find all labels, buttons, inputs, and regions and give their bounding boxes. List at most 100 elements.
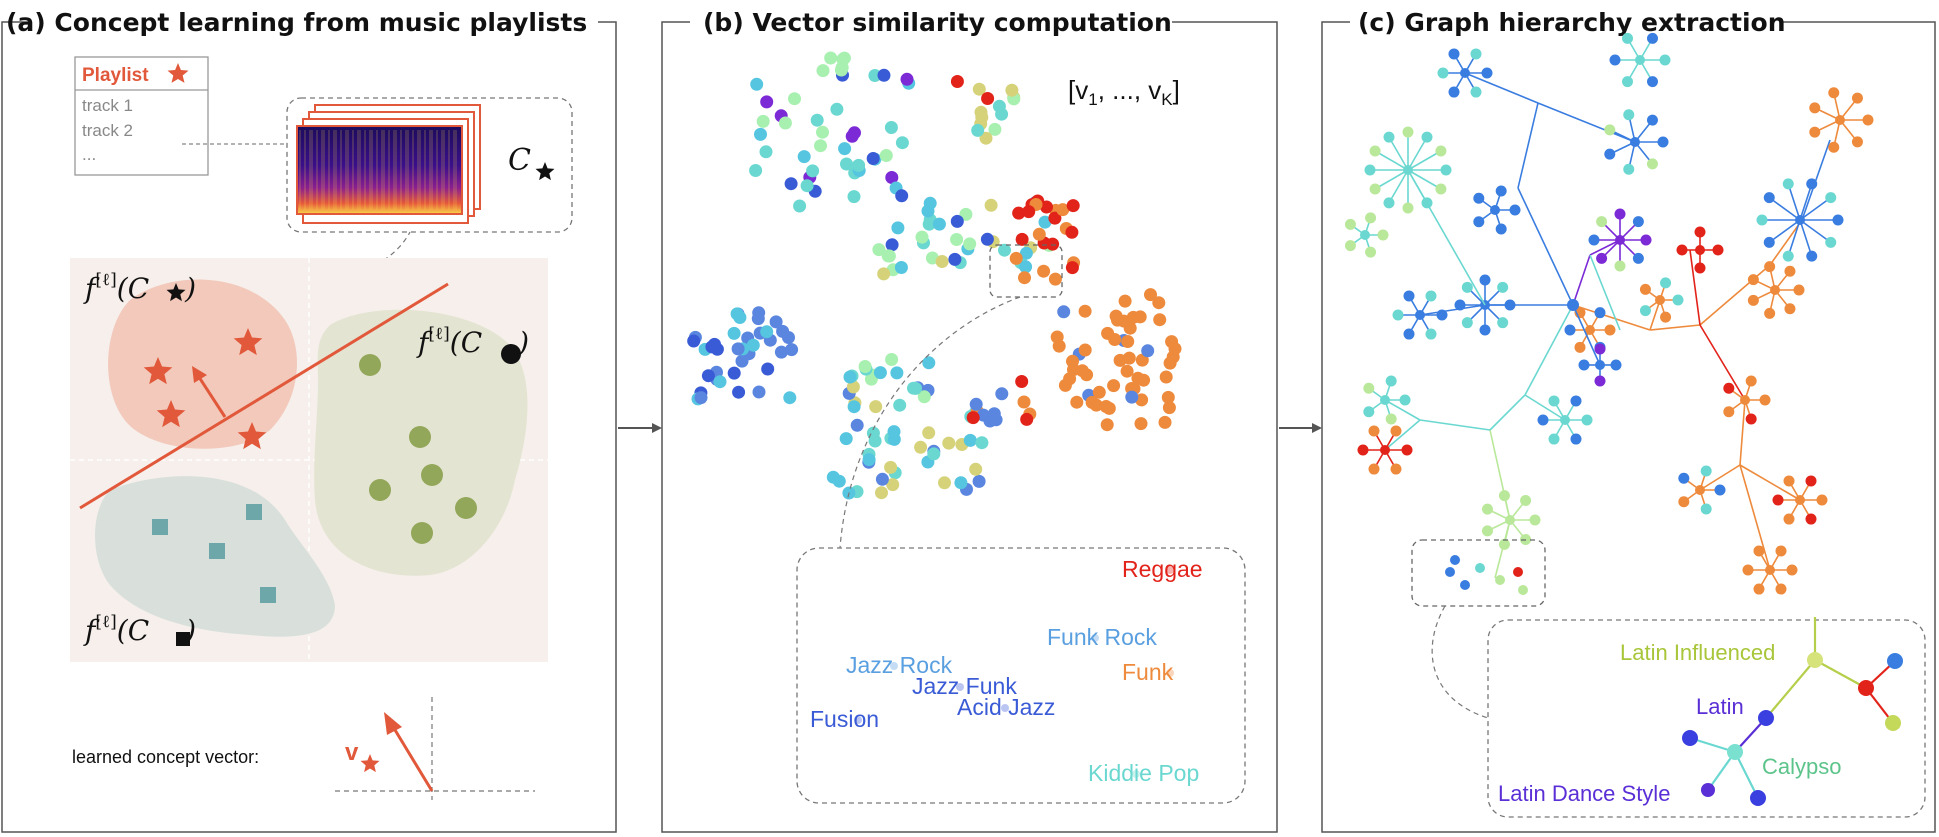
- graph-node: [1747, 274, 1759, 286]
- graph-node: [1570, 433, 1582, 445]
- scatter-point: [754, 127, 767, 141]
- genre-label: Fusion: [810, 706, 879, 732]
- panel-a-title: (a) Concept learning from music playlist…: [6, 8, 587, 37]
- scatter-point: [830, 102, 844, 116]
- graph-node: [1793, 284, 1805, 296]
- graph-node: [1632, 252, 1644, 264]
- square-marker: [246, 504, 262, 520]
- activation-space: f[ℓ](C) f[ℓ](C) f[ℓ](C): [70, 258, 548, 662]
- graph-node: [1360, 230, 1370, 240]
- graph-node: [1809, 102, 1821, 114]
- scatter-point: [1107, 379, 1121, 393]
- graph-edge: [1699, 464, 1741, 491]
- scatter-point: [1113, 353, 1127, 367]
- playlist-track: track 1: [82, 96, 133, 115]
- scatter-point: [752, 385, 766, 399]
- graph-node: [1390, 425, 1402, 437]
- graph-node: [1385, 413, 1397, 425]
- scatter-point: [900, 72, 914, 86]
- graph-node: [1364, 164, 1376, 176]
- scatter-point: [848, 126, 861, 140]
- playlist-box: Playlist track 1 track 2 ...: [74, 56, 209, 176]
- circle-marker: [369, 479, 391, 501]
- graph-node: [1448, 86, 1460, 98]
- graph-node: [1479, 274, 1491, 286]
- graph-edge: [1572, 304, 1651, 331]
- scatter-point: [1070, 395, 1084, 409]
- scatter-point: [1018, 271, 1031, 285]
- graph-node: [1747, 294, 1759, 306]
- graph-node: [1402, 202, 1414, 214]
- scatter-point: [1009, 251, 1023, 265]
- graph-edge: [1589, 254, 1621, 331]
- graph-node: [1445, 567, 1455, 577]
- decision-boundary: [79, 282, 449, 510]
- scatter-point: [894, 261, 908, 274]
- panel-c-title: (c) Graph hierarchy extraction: [1358, 8, 1786, 37]
- graph-node: [1368, 463, 1380, 475]
- square-marker: [152, 519, 168, 535]
- graph-edge: [1787, 183, 1801, 221]
- graph-node: [1809, 126, 1821, 138]
- circle-marker: [411, 522, 433, 544]
- graph-node: [1548, 395, 1560, 407]
- scatter-point: [834, 63, 848, 77]
- panel-a-frame: [1, 21, 617, 833]
- scatter-point: [783, 391, 797, 405]
- scatter-point: [687, 334, 701, 348]
- vector-symbol: v: [345, 739, 359, 766]
- scatter-point: [1161, 390, 1175, 404]
- graph-node: [1380, 395, 1390, 405]
- graph-node: [1615, 235, 1625, 245]
- scatter-point: [963, 237, 977, 251]
- scatter-point: [935, 255, 949, 268]
- scatter-point: [776, 324, 790, 338]
- scatter-point: [1121, 335, 1135, 348]
- scatter-point: [1099, 400, 1113, 413]
- graph-edge: [1768, 197, 1801, 221]
- label-square-icon: [176, 632, 190, 646]
- concept-normal-arrowhead: [192, 366, 207, 383]
- graph-node: [1594, 375, 1606, 387]
- scatter-point: [1153, 313, 1167, 327]
- embedding-scatter: [687, 51, 1182, 500]
- scatter-point: [1078, 343, 1092, 357]
- graph-node: [1784, 265, 1796, 277]
- scatter-point: [893, 398, 907, 412]
- zoom-graph-edge: [1814, 659, 1867, 689]
- scatter-point: [1020, 412, 1034, 426]
- scatter-point: [1050, 330, 1064, 344]
- genre-label: Funk Rock: [1047, 624, 1157, 650]
- graph-edge: [1517, 102, 1539, 189]
- scatter-point: [1123, 321, 1137, 335]
- zoom-graph-node: [1727, 744, 1743, 760]
- graph-node: [1578, 359, 1590, 371]
- scatter-point: [1012, 206, 1026, 220]
- scatter-point: [922, 426, 936, 440]
- graph-node: [1763, 192, 1775, 204]
- graph-node: [1851, 92, 1863, 104]
- scatter-point: [774, 345, 788, 359]
- scatter-point: [1032, 227, 1046, 241]
- genre-label: Latin Influenced: [1620, 640, 1775, 665]
- scatter-point: [733, 311, 747, 324]
- graph-node: [1588, 234, 1600, 246]
- square-marker: [209, 543, 225, 559]
- graph-node: [1421, 131, 1433, 143]
- scatter-point: [1019, 260, 1033, 274]
- graph-node: [1537, 414, 1549, 426]
- scatter-point: [875, 486, 888, 500]
- scatter-point: [1065, 261, 1079, 275]
- graph-node: [1495, 575, 1505, 585]
- scatter-point: [1040, 200, 1053, 214]
- scatter-point: [950, 233, 964, 246]
- scatter-point: [984, 198, 998, 212]
- genre-label: Jazz Rock: [846, 652, 953, 678]
- graph-node: [1825, 192, 1837, 204]
- graph-node: [1596, 252, 1608, 264]
- graph-node: [1835, 115, 1845, 125]
- graph-node: [1700, 465, 1712, 477]
- graph-node: [1594, 307, 1606, 319]
